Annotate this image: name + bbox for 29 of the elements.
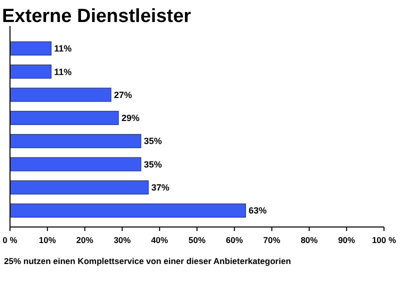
x-tick-label: 50% [188, 235, 206, 245]
data-label: 29% [121, 113, 140, 124]
x-tick-label: 20% [76, 235, 94, 245]
x-tick-label: 70% [263, 235, 281, 245]
bar [10, 180, 149, 194]
bar [10, 157, 142, 172]
x-tick-label: 40% [151, 235, 169, 245]
bar [10, 41, 52, 56]
data-label: 11% [54, 44, 72, 54]
x-tick-label: 0 % [2, 235, 18, 245]
data-label: 63% [248, 206, 267, 216]
data-label: 11% [54, 66, 72, 77]
data-label: 35% [144, 136, 162, 146]
x-tick-label: 80% [300, 235, 318, 245]
x-tick-label: 30% [114, 235, 132, 245]
bar [10, 204, 246, 218]
chart-title: Externe Dienstleister [2, 6, 192, 27]
bar [10, 88, 112, 102]
x-tick-label: 90% [338, 235, 356, 245]
x-tick-label: 60% [226, 235, 244, 245]
text: 25% nutzen einen Komplettservice von einer dieser Anbieterkategorien [4, 256, 291, 266]
x-tick-label: 100 % [372, 235, 396, 245]
x-tick-label: 10% [38, 235, 56, 245]
data-label: 27% [114, 90, 132, 100]
bar [10, 64, 52, 79]
data-label: 37% [151, 182, 170, 193]
bar [10, 134, 142, 148]
bar [10, 110, 119, 125]
data-label: 35% [144, 159, 162, 170]
